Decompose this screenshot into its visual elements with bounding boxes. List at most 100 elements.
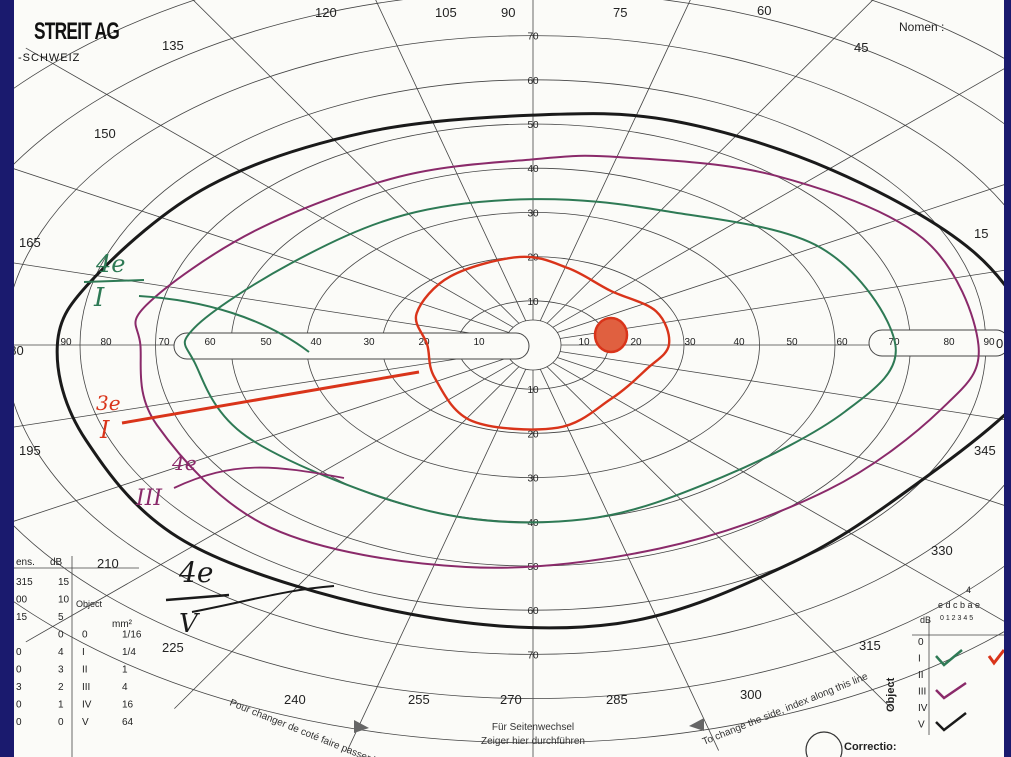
check-mark-icon [935, 712, 967, 732]
horizontal-scale-label: 90 [60, 337, 72, 348]
horizontal-scale-label: 80 [943, 337, 955, 348]
meridian-line [539, 368, 720, 751]
right-legend-row-label: IV [918, 703, 928, 714]
radial-scale-label-up: 60 [527, 76, 539, 87]
legend-cell: 0 [16, 647, 22, 658]
right-legend-row-label: V [918, 720, 925, 731]
angle-label: 15 [974, 226, 988, 241]
legend-cell: 5 [58, 612, 64, 623]
arrow-right-icon [689, 718, 704, 731]
angle-label: 240 [284, 692, 306, 707]
handwritten-label-4e-V-top: 4e [178, 556, 213, 589]
horizontal-scale-label: 20 [630, 337, 642, 348]
meridian-line [546, 366, 892, 709]
angle-label: 90 [501, 5, 515, 20]
meridian-line [559, 269, 1004, 339]
leader-3e-I [121, 370, 420, 425]
angle-label: 75 [613, 5, 627, 20]
meridian-line [552, 362, 1004, 622]
horizontal-scale-label: 10 [578, 337, 590, 348]
legend-cell: III [82, 682, 90, 693]
radial-scale-label-up: 10 [527, 297, 539, 308]
horizontal-scale-label: 40 [733, 337, 745, 348]
right-legend-row-label: 0 [918, 637, 924, 648]
goldmann-visual-field-chart: 90 80 70 60 50 40 30 20 10 10 20 30 40 50 60 70 80 901010… [14, 0, 1004, 757]
side-change-fr: Pour changer de coté faire passer l'inde… [228, 698, 400, 757]
meridian-line [539, 0, 691, 322]
meridian-line [25, 362, 514, 643]
handwritten-label-3e-I-bottom: I [99, 416, 110, 444]
radial-scale-label-up: 50 [527, 120, 539, 131]
legend-letters: e d c b a e [938, 600, 981, 610]
isopter-4e-I [183, 198, 897, 524]
legend-cell: I [82, 647, 85, 658]
legend-cell: 0 [58, 717, 64, 728]
angle-label: 225 [162, 640, 184, 655]
angle-label: 315 [859, 638, 881, 653]
horizontal-scale-label: 60 [836, 337, 848, 348]
check-mark-icon [987, 649, 1004, 666]
legend-db-scale: 0 1 2 3 4 5 [940, 615, 974, 622]
legend-cell: 1/4 [122, 647, 136, 658]
legend-cell: 10 [58, 595, 70, 606]
radial-scale-label-down: 20 [527, 429, 539, 440]
radial-scale-label-down: 10 [527, 385, 539, 396]
horizontal-scale-label: 10 [473, 337, 485, 348]
legend-header-db: dB [50, 557, 63, 568]
angle-label: 120 [315, 5, 337, 20]
horizontal-scale-label: 20 [418, 337, 430, 348]
meridian-line [14, 351, 507, 428]
legend-cell: 315 [16, 577, 33, 588]
legend-cell: IV [82, 700, 92, 711]
side-change-de-line1: Für Seitenwechsel [492, 722, 574, 733]
angle-label: 330 [931, 543, 953, 558]
name-field-label: Nomen : [899, 20, 945, 34]
angle-label: 270 [500, 692, 522, 707]
perimetry-chart-sheet: 90 80 70 60 50 40 30 20 10 10 20 30 40 50 60 70 80 90 10 10… [14, 0, 1004, 757]
meridian-line [14, 262, 507, 339]
legend-cell: 0 [58, 630, 64, 641]
right-legend-object-label: Object [885, 677, 897, 712]
leader-4e-I [138, 295, 310, 353]
handwritten-divider [165, 593, 230, 602]
legend-cell: 4 [122, 682, 128, 693]
isopter-3e-I [414, 255, 671, 431]
radial-scale-label-down: 60 [527, 606, 539, 617]
left-scale-bar [173, 332, 530, 360]
right-scale-bar [868, 329, 1004, 357]
horizontal-scale-label: 60 [204, 337, 216, 348]
radial-scale-label-up: 30 [527, 208, 539, 219]
meridian-line [14, 357, 509, 522]
legend-cell: 15 [58, 577, 70, 588]
handwritten-label-3e-I-top: 3e [96, 391, 121, 415]
side-change-en: To change the side, index along this lin… [701, 671, 870, 748]
side-change-de-line2: Zeiger hier durchführen [481, 736, 585, 747]
meridian-line [14, 168, 509, 333]
meridian-line [557, 184, 1004, 333]
legend-cell: 0 [16, 700, 22, 711]
legend-cell: 15 [16, 612, 28, 623]
legend-cell: 64 [122, 717, 134, 728]
angle-label: 285 [606, 692, 628, 707]
legend-cell: 3 [58, 665, 64, 676]
correction-circle [805, 731, 843, 757]
legend-cell: 0 [16, 717, 22, 728]
angle-label: 165 [19, 235, 41, 250]
horizontal-scale-label: 90 [983, 337, 995, 348]
meridian-line [559, 351, 1004, 421]
legend-cell: 4 [58, 647, 64, 658]
angle-label: 345 [974, 443, 996, 458]
angle-label: 0 [996, 336, 1003, 351]
horizontal-scale-label: 70 [158, 337, 170, 348]
legend-db-label: dB [920, 615, 932, 625]
radial-scale-label-up: 40 [527, 164, 539, 175]
horizontal-scale-label: 50 [786, 337, 798, 348]
angle-label: 195 [19, 443, 41, 458]
angle-label: 150 [94, 126, 116, 141]
meridian-line [375, 0, 527, 322]
leader-4e-V [191, 585, 335, 613]
arrow-left-icon [354, 720, 369, 733]
legend-cell: 1/16 [122, 630, 142, 641]
meridian-line [174, 366, 520, 709]
angle-label: 210 [97, 556, 119, 571]
